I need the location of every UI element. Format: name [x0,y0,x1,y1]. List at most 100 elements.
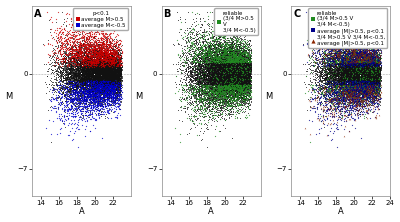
Point [203,81,210,84]
Point [73,63,79,66]
Point [109,83,115,87]
Point [360,78,366,82]
Point [327,72,333,75]
Point [107,73,113,77]
Point [114,75,120,79]
Point [363,85,370,89]
Point [240,64,246,67]
Point [96,58,103,62]
Point [67,89,74,93]
Point [369,83,375,86]
Point [115,70,121,73]
Point [86,71,92,75]
Point [90,52,97,56]
Point [106,88,112,91]
Point [368,77,374,81]
Point [214,43,220,47]
Point [205,62,212,66]
Point [112,73,118,76]
Point [111,72,118,75]
Point [344,77,350,81]
Point [376,82,382,85]
Point [212,80,218,83]
Point [377,84,384,88]
Point [343,72,349,75]
Point [89,70,95,73]
Point [226,104,232,107]
Point [111,63,117,66]
Point [370,60,377,63]
Point [344,76,350,80]
Point [210,61,216,65]
Point [340,56,346,59]
Point [326,68,332,72]
Point [211,50,217,53]
Point [362,56,368,59]
Point [70,88,76,92]
Point [236,68,243,72]
Point [223,51,230,55]
Point [68,93,74,96]
Point [103,74,110,78]
Point [361,75,368,78]
Point [97,62,104,66]
Point [360,85,366,89]
Point [226,51,232,54]
Point [247,90,253,93]
Point [334,50,340,53]
Point [361,96,367,99]
Point [366,65,373,69]
Point [204,91,211,95]
Point [112,74,119,77]
Point [113,68,120,72]
Point [315,91,321,94]
Point [358,71,365,75]
Point [359,88,366,92]
Point [366,59,372,62]
Point [233,67,239,70]
Point [227,61,233,64]
Point [357,65,364,69]
Point [101,42,107,46]
Point [363,58,370,62]
Point [210,50,216,53]
Point [95,73,102,77]
Point [106,83,112,87]
Point [72,72,78,75]
Point [338,85,345,89]
Point [79,52,86,55]
Point [225,82,231,86]
Point [348,88,354,91]
Point [88,23,94,27]
Point [65,118,71,121]
Point [339,67,345,71]
Point [230,52,236,56]
Point [103,63,110,66]
Point [211,46,217,50]
Point [215,114,221,117]
Point [364,34,370,37]
Point [83,56,90,59]
Point [367,91,374,95]
Point [221,90,228,93]
Point [93,67,99,71]
Point [74,75,80,78]
Point [212,11,219,14]
Point [375,61,381,65]
Point [220,53,226,57]
Point [196,77,203,81]
Point [92,75,98,78]
Point [106,76,112,80]
Point [87,76,93,80]
Point [333,74,340,78]
Point [238,84,244,88]
Point [374,51,381,55]
Point [222,34,228,38]
Point [359,40,366,44]
Point [239,67,245,70]
Point [230,77,237,80]
Point [79,60,86,64]
Point [74,84,80,87]
Point [94,79,100,82]
Point [196,52,202,55]
